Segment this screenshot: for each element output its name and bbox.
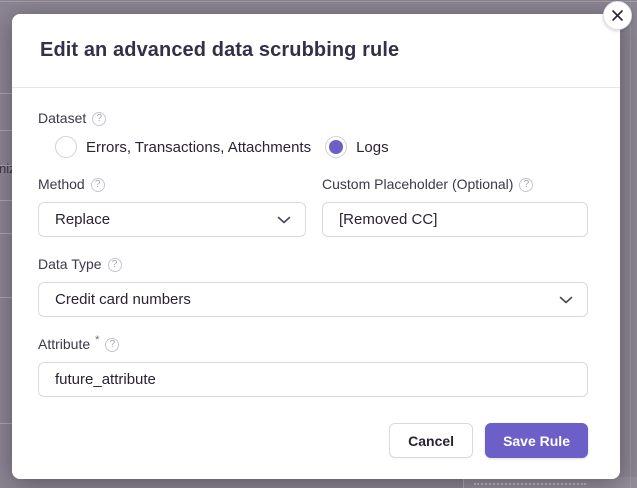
- data-type-label-text: Data Type: [38, 256, 102, 272]
- background-row-line: [0, 165, 12, 166]
- modal-header: Edit an advanced data scrubbing rule: [12, 14, 620, 88]
- radio-option-errors-transactions-attachments[interactable]: Errors, Transactions, Attachments: [55, 136, 311, 158]
- background-edge-line: [630, 0, 631, 488]
- help-icon[interactable]: ?: [90, 177, 105, 192]
- background-row-line: [0, 423, 12, 424]
- radio-label: Logs: [356, 138, 389, 156]
- background-dotted-underline: [474, 483, 586, 485]
- modal-footer: Cancel Save Rule: [389, 423, 588, 458]
- help-icon[interactable]: ?: [105, 337, 120, 352]
- dataset-label: Dataset ?: [38, 111, 588, 126]
- data-scrubbing-rule-modal: Edit an advanced data scrubbing rule Dat…: [12, 1, 632, 479]
- background-row-line: [0, 233, 12, 234]
- help-icon[interactable]: ?: [92, 111, 107, 126]
- save-rule-button[interactable]: Save Rule: [485, 423, 588, 458]
- background-page-divider: [0, 1, 637, 2]
- data-type-select[interactable]: Credit card numbers: [38, 282, 588, 317]
- method-label: Method ?: [38, 177, 306, 192]
- method-select[interactable]: Replace: [38, 202, 306, 237]
- background-column-divider: [463, 477, 464, 488]
- background-row-line: [0, 93, 12, 94]
- background-row-line: [0, 297, 12, 298]
- modal-title: Edit an advanced data scrubbing rule: [40, 39, 400, 61]
- dataset-radio-group: Errors, Transactions, Attachments Logs: [55, 136, 588, 158]
- data-type-label: Data Type ?: [38, 257, 588, 272]
- help-icon[interactable]: ?: [107, 257, 122, 272]
- background-text-fragment: niz: [0, 161, 16, 176]
- custom-placeholder-label-text: Custom Placeholder (Optional): [322, 176, 514, 192]
- custom-placeholder-input[interactable]: [322, 202, 588, 237]
- chevron-down-icon: [559, 296, 573, 304]
- required-indicator: *: [95, 334, 100, 346]
- modal-body: Dataset ? Errors, Transactions, Attachme…: [12, 88, 620, 397]
- method-select-value: Replace: [55, 211, 111, 228]
- radio-icon[interactable]: [325, 136, 348, 158]
- attribute-label: Attribute * ?: [38, 334, 588, 352]
- attribute-label-text: Attribute: [38, 336, 91, 352]
- radio-icon[interactable]: [55, 136, 77, 158]
- cancel-button[interactable]: Cancel: [389, 423, 474, 458]
- close-icon: [611, 9, 624, 22]
- radio-option-logs[interactable]: Logs: [325, 136, 389, 158]
- method-label-text: Method: [38, 176, 85, 192]
- attribute-input[interactable]: [38, 362, 588, 397]
- background-row-line: [0, 200, 12, 201]
- background-row-line: [0, 130, 12, 131]
- chevron-down-icon: [277, 216, 291, 224]
- dataset-label-text: Dataset: [38, 110, 87, 126]
- background-panel: [464, 477, 637, 488]
- data-type-select-value: Credit card numbers: [55, 291, 191, 308]
- radio-label: Errors, Transactions, Attachments: [86, 138, 312, 156]
- close-button[interactable]: [603, 1, 632, 30]
- help-icon[interactable]: ?: [519, 177, 534, 192]
- custom-placeholder-label: Custom Placeholder (Optional) ?: [322, 177, 588, 192]
